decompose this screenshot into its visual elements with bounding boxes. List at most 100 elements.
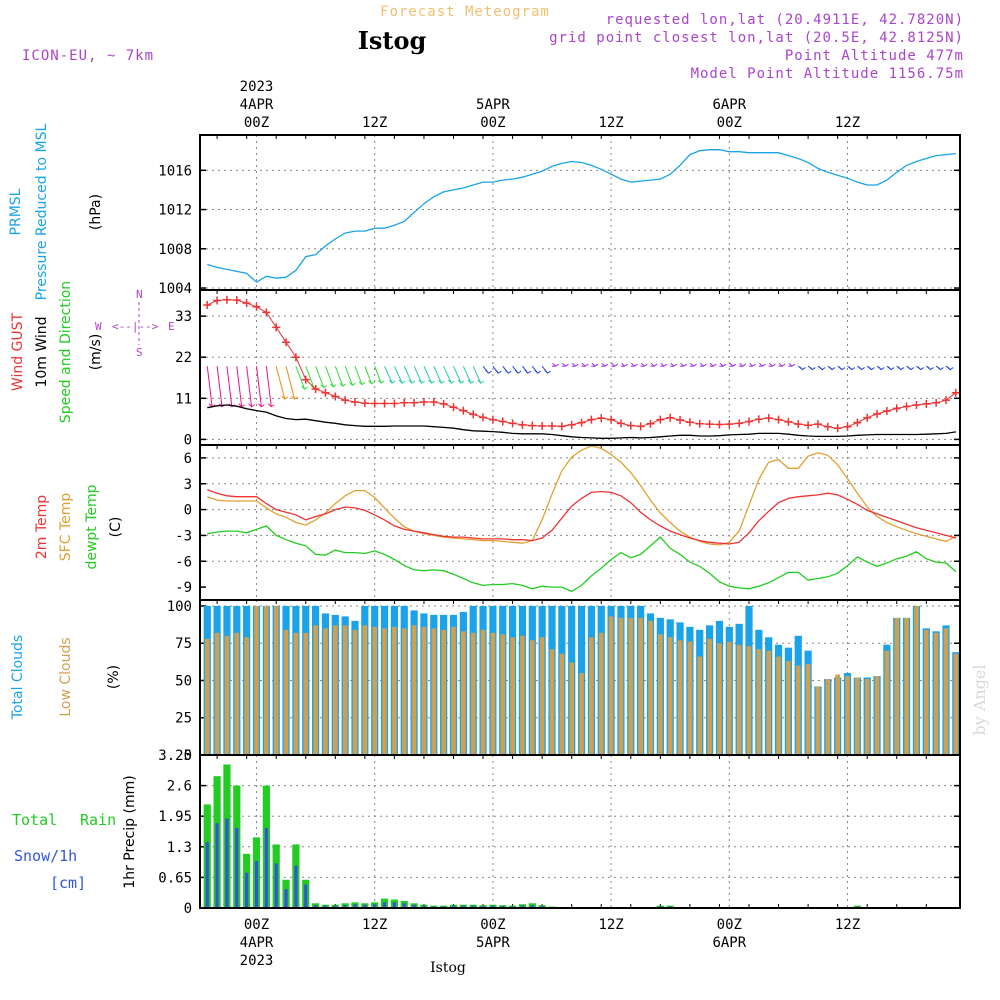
gust-marker: [331, 392, 340, 401]
wind-arrowhead: [946, 366, 954, 371]
snow-bar: [402, 903, 406, 908]
time-label-top: 4APR: [240, 97, 274, 113]
wind-arrowhead: [799, 366, 806, 371]
snow-bar: [333, 905, 337, 908]
wind-arrowhead: [457, 379, 465, 384]
wind-arrowhead: [719, 362, 727, 367]
low-cloud-bar: [736, 644, 742, 755]
snow-bar: [373, 904, 377, 908]
wind-arrowhead: [631, 362, 638, 367]
wind-direction-arrow: [226, 366, 233, 407]
time-label-top: 00Z: [717, 115, 742, 131]
gust-marker: [557, 422, 566, 431]
low-cloud-bar: [786, 661, 791, 755]
snow-bar: [254, 860, 259, 908]
gust-marker: [804, 421, 813, 430]
low-cloud-bar: [520, 635, 525, 755]
wind-arrowhead: [291, 395, 298, 400]
wind-arrowhead: [640, 362, 648, 367]
wind-arrowhead: [358, 381, 366, 386]
y-tick-label: 33: [175, 309, 192, 325]
wind-arrowhead: [485, 369, 492, 374]
low-cloud-bar: [756, 649, 762, 755]
gust-marker: [262, 308, 271, 317]
wind-arrowhead: [591, 362, 599, 367]
gust-marker: [616, 419, 625, 428]
wind-direction-arrow: [423, 365, 433, 384]
wind-arrowhead: [621, 362, 628, 367]
panel-label-pressure: PRMSL: [8, 188, 24, 235]
gust-marker: [597, 414, 606, 423]
gust-marker: [439, 399, 448, 408]
snow-bar: [363, 904, 367, 908]
low-cloud-bar: [254, 605, 259, 755]
wind-arrowhead: [447, 379, 455, 384]
low-cloud-bar: [303, 632, 309, 755]
snow-bar: [520, 905, 525, 908]
wind-direction-arrow: [403, 365, 413, 384]
low-cloud-bar: [589, 637, 594, 755]
gust-marker: [232, 296, 241, 305]
low-cloud-bar: [362, 625, 368, 755]
gust-marker: [518, 420, 527, 429]
low-cloud-bar: [333, 625, 338, 755]
gust-marker: [705, 420, 714, 429]
snow-bar: [304, 884, 308, 908]
panel-label-pressure: Pressure Reduced to MSL: [34, 123, 50, 300]
time-label-bottom: 00Z: [480, 917, 505, 933]
snow-bar: [382, 902, 387, 908]
gust-marker: [685, 418, 694, 427]
time-label-bottom: 00Z: [244, 917, 269, 933]
low-cloud-bar: [648, 620, 653, 755]
gust-marker: [400, 398, 409, 407]
low-cloud-bar: [766, 650, 771, 755]
wind-direction-arrow: [206, 366, 213, 407]
compass-north-label: N: [136, 288, 143, 301]
y-tick-label: 0: [184, 748, 192, 764]
wind-speed-series: [207, 404, 956, 439]
wind-arrowhead: [408, 379, 416, 384]
compass-east-label: E: [168, 320, 175, 333]
wind-direction-arrow: [344, 365, 353, 386]
time-label-bottom: 2023: [240, 953, 274, 969]
low-cloud-bar: [431, 628, 437, 755]
gust-marker: [715, 420, 724, 429]
panel-label-clouds: (%): [106, 665, 122, 689]
gust-marker: [695, 419, 704, 428]
wind-arrowhead: [388, 379, 396, 384]
wind-arrowhead: [868, 366, 875, 371]
gust-marker: [813, 420, 822, 429]
snow-bar: [264, 827, 268, 908]
panel-frame-pressure: [199, 134, 961, 291]
panel-label-temp: 2m Temp: [34, 495, 50, 559]
panel-label-wind: Speed and Direction: [58, 281, 74, 423]
snow-bar: [451, 905, 456, 908]
wind-arrowhead: [428, 379, 435, 384]
gust-marker: [341, 396, 350, 405]
snow-bar: [235, 827, 239, 908]
wind-arrowhead: [778, 362, 786, 367]
chart-title: Forecast Meteogram: [380, 4, 550, 20]
panel-label-temp: (C): [108, 517, 124, 538]
wind-arrowhead: [368, 380, 375, 385]
gust-marker: [863, 413, 872, 422]
gust-marker: [498, 417, 507, 426]
snow-bar: [294, 865, 298, 908]
snow-bar: [225, 818, 229, 908]
legend-rain: Rain: [80, 811, 116, 829]
y-tick-label: -9: [175, 580, 192, 596]
low-cloud-bar: [539, 637, 545, 755]
wind-direction-arrow: [443, 365, 452, 384]
low-cloud-bar: [480, 629, 486, 755]
low-cloud-bar: [598, 632, 604, 755]
low-cloud-bar: [372, 626, 377, 755]
gust-marker: [291, 353, 300, 362]
low-cloud-bar: [707, 638, 712, 755]
wind-arrowhead: [788, 362, 796, 367]
low-cloud-bar: [835, 674, 840, 755]
gust-marker: [932, 398, 941, 407]
wind-direction-arrow: [216, 366, 223, 407]
gust-marker: [213, 296, 222, 305]
low-cloud-bar: [244, 637, 249, 755]
low-cloud-bar: [549, 649, 555, 755]
